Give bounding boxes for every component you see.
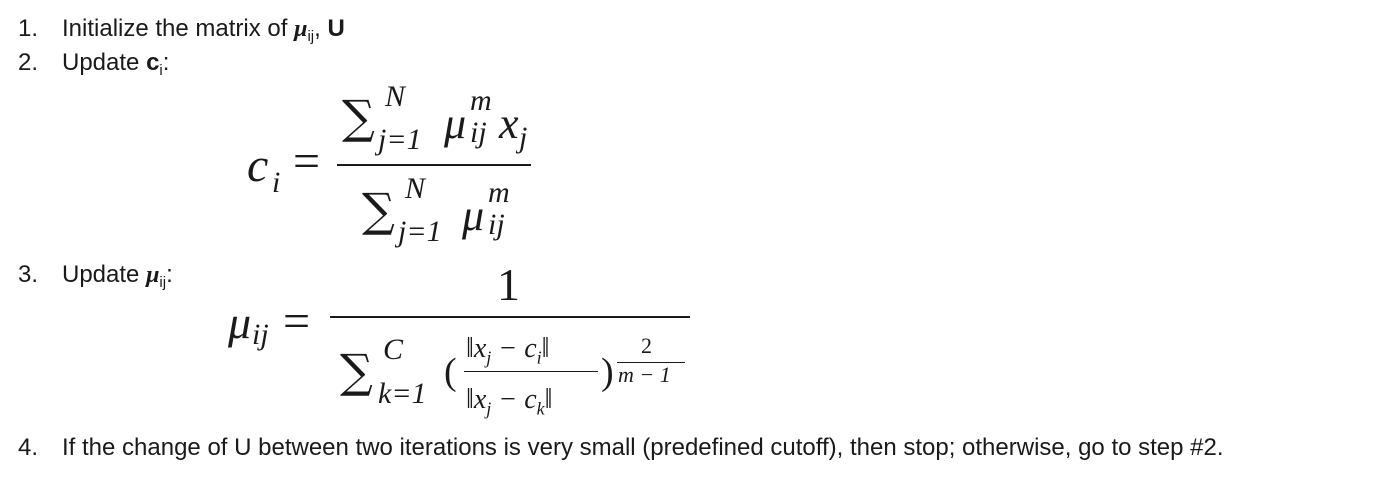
eq2-inner-den: ‖xj − ck‖: [466, 384, 553, 420]
eq2-inner-num-xnorm: ‖x: [466, 333, 487, 364]
eq2-right-paren: ): [601, 351, 614, 393]
eq2-sum-icon: ∑: [340, 344, 373, 398]
eq2-inner-den-close: ‖: [544, 384, 553, 415]
eq2-inner-den-c-sub: k: [536, 398, 545, 419]
eq2-inner-num-c-sub: i: [536, 347, 542, 368]
step-2-c-symbol: c: [146, 49, 160, 76]
eq1-num-mu-exponent: m: [470, 84, 492, 117]
eq2-exponent-num: 2: [641, 333, 652, 358]
eq1-equals: =: [293, 135, 321, 188]
eq1-num-sum-icon: ∑: [342, 90, 375, 144]
eq2-inner-den-minus-c: − c: [491, 384, 537, 415]
eq1-den-mu-subscript: ij: [488, 208, 505, 241]
eq1-num-mu-subscript: ij: [470, 116, 487, 149]
eq2-exponent-fraction-bar: [617, 362, 685, 363]
eq1-den-sum-icon: ∑: [362, 183, 395, 237]
eq1-lhs-c: c: [247, 139, 269, 192]
step-2-text: Update: [62, 49, 147, 76]
eq1-den-mu-exponent: m: [488, 176, 510, 209]
eq2-inner-den-xnorm: ‖x: [466, 384, 487, 415]
eq1-den-mu: μ: [462, 191, 485, 240]
eq1-fraction-bar: [337, 164, 531, 166]
step-4-text: If the change of U between two iteration…: [62, 434, 1224, 461]
eq2-inner-num-minus-c: − c: [491, 333, 537, 364]
step-4-number: 4.: [18, 434, 39, 461]
step-3: 3. Update μij:: [18, 261, 173, 297]
step-3-colon: :: [166, 261, 173, 288]
eq2-equals: =: [283, 295, 311, 348]
step-3-number: 3.: [18, 261, 39, 288]
step-1-number: 1.: [18, 15, 39, 42]
eq2-inner-den-x-sub: j: [486, 398, 492, 419]
eq1-lhs-subscript: i: [272, 166, 281, 199]
step-1: 1. Initialize the matrix of μij, U: [18, 15, 345, 51]
eq2-sum-upper-limit: C: [383, 333, 404, 366]
step-3-mu-subscript: ij: [159, 274, 167, 291]
eq1-num-mu: μ: [444, 99, 467, 148]
eq1-den-upper-limit: N: [405, 172, 426, 205]
eq1-num-x: x: [499, 99, 519, 148]
eq2-sum-lower-limit: k=1: [378, 377, 427, 410]
step-2: 2. Update ci:: [18, 49, 169, 85]
step-1-text: Initialize the matrix of: [62, 15, 295, 42]
eq2-fraction-bar: [330, 316, 690, 318]
eq1-num-x-subscript: j: [519, 121, 528, 154]
step-1-matrix-u: U: [327, 15, 345, 42]
eq1-num-lower-limit: j=1: [378, 123, 422, 156]
step-2-number: 2.: [18, 49, 39, 76]
step-1-separator: ,: [314, 15, 328, 42]
eq2-exponent-den: m − 1: [618, 362, 671, 387]
step-2-colon: :: [162, 49, 170, 76]
step-4: 4. If the change of U between two iterati…: [18, 434, 1224, 462]
eq2-inner-num-x-sub: j: [486, 347, 492, 368]
step-3-text: Update: [62, 261, 147, 288]
step-3-mu-symbol: μ: [146, 262, 160, 288]
eq2-inner-num: ‖xj − ci‖: [466, 333, 550, 369]
eq2-lhs-mu: μ: [228, 297, 252, 348]
eq2-inner-num-close: ‖: [541, 333, 550, 364]
eq1-num-upper-limit: N: [385, 80, 406, 113]
eq1-den-lower-limit: j=1: [398, 215, 442, 248]
step-1-mu-symbol: μ: [294, 16, 308, 42]
eq2-left-paren: (: [444, 351, 457, 393]
step-2-c-subscript: i: [159, 62, 163, 79]
eq2-lhs-subscript: ij: [252, 318, 269, 351]
eq2-inner-fraction-bar: [464, 371, 598, 372]
step-1-mu-subscript: ij: [307, 28, 315, 45]
eq2-numerator-one: 1: [497, 259, 520, 310]
